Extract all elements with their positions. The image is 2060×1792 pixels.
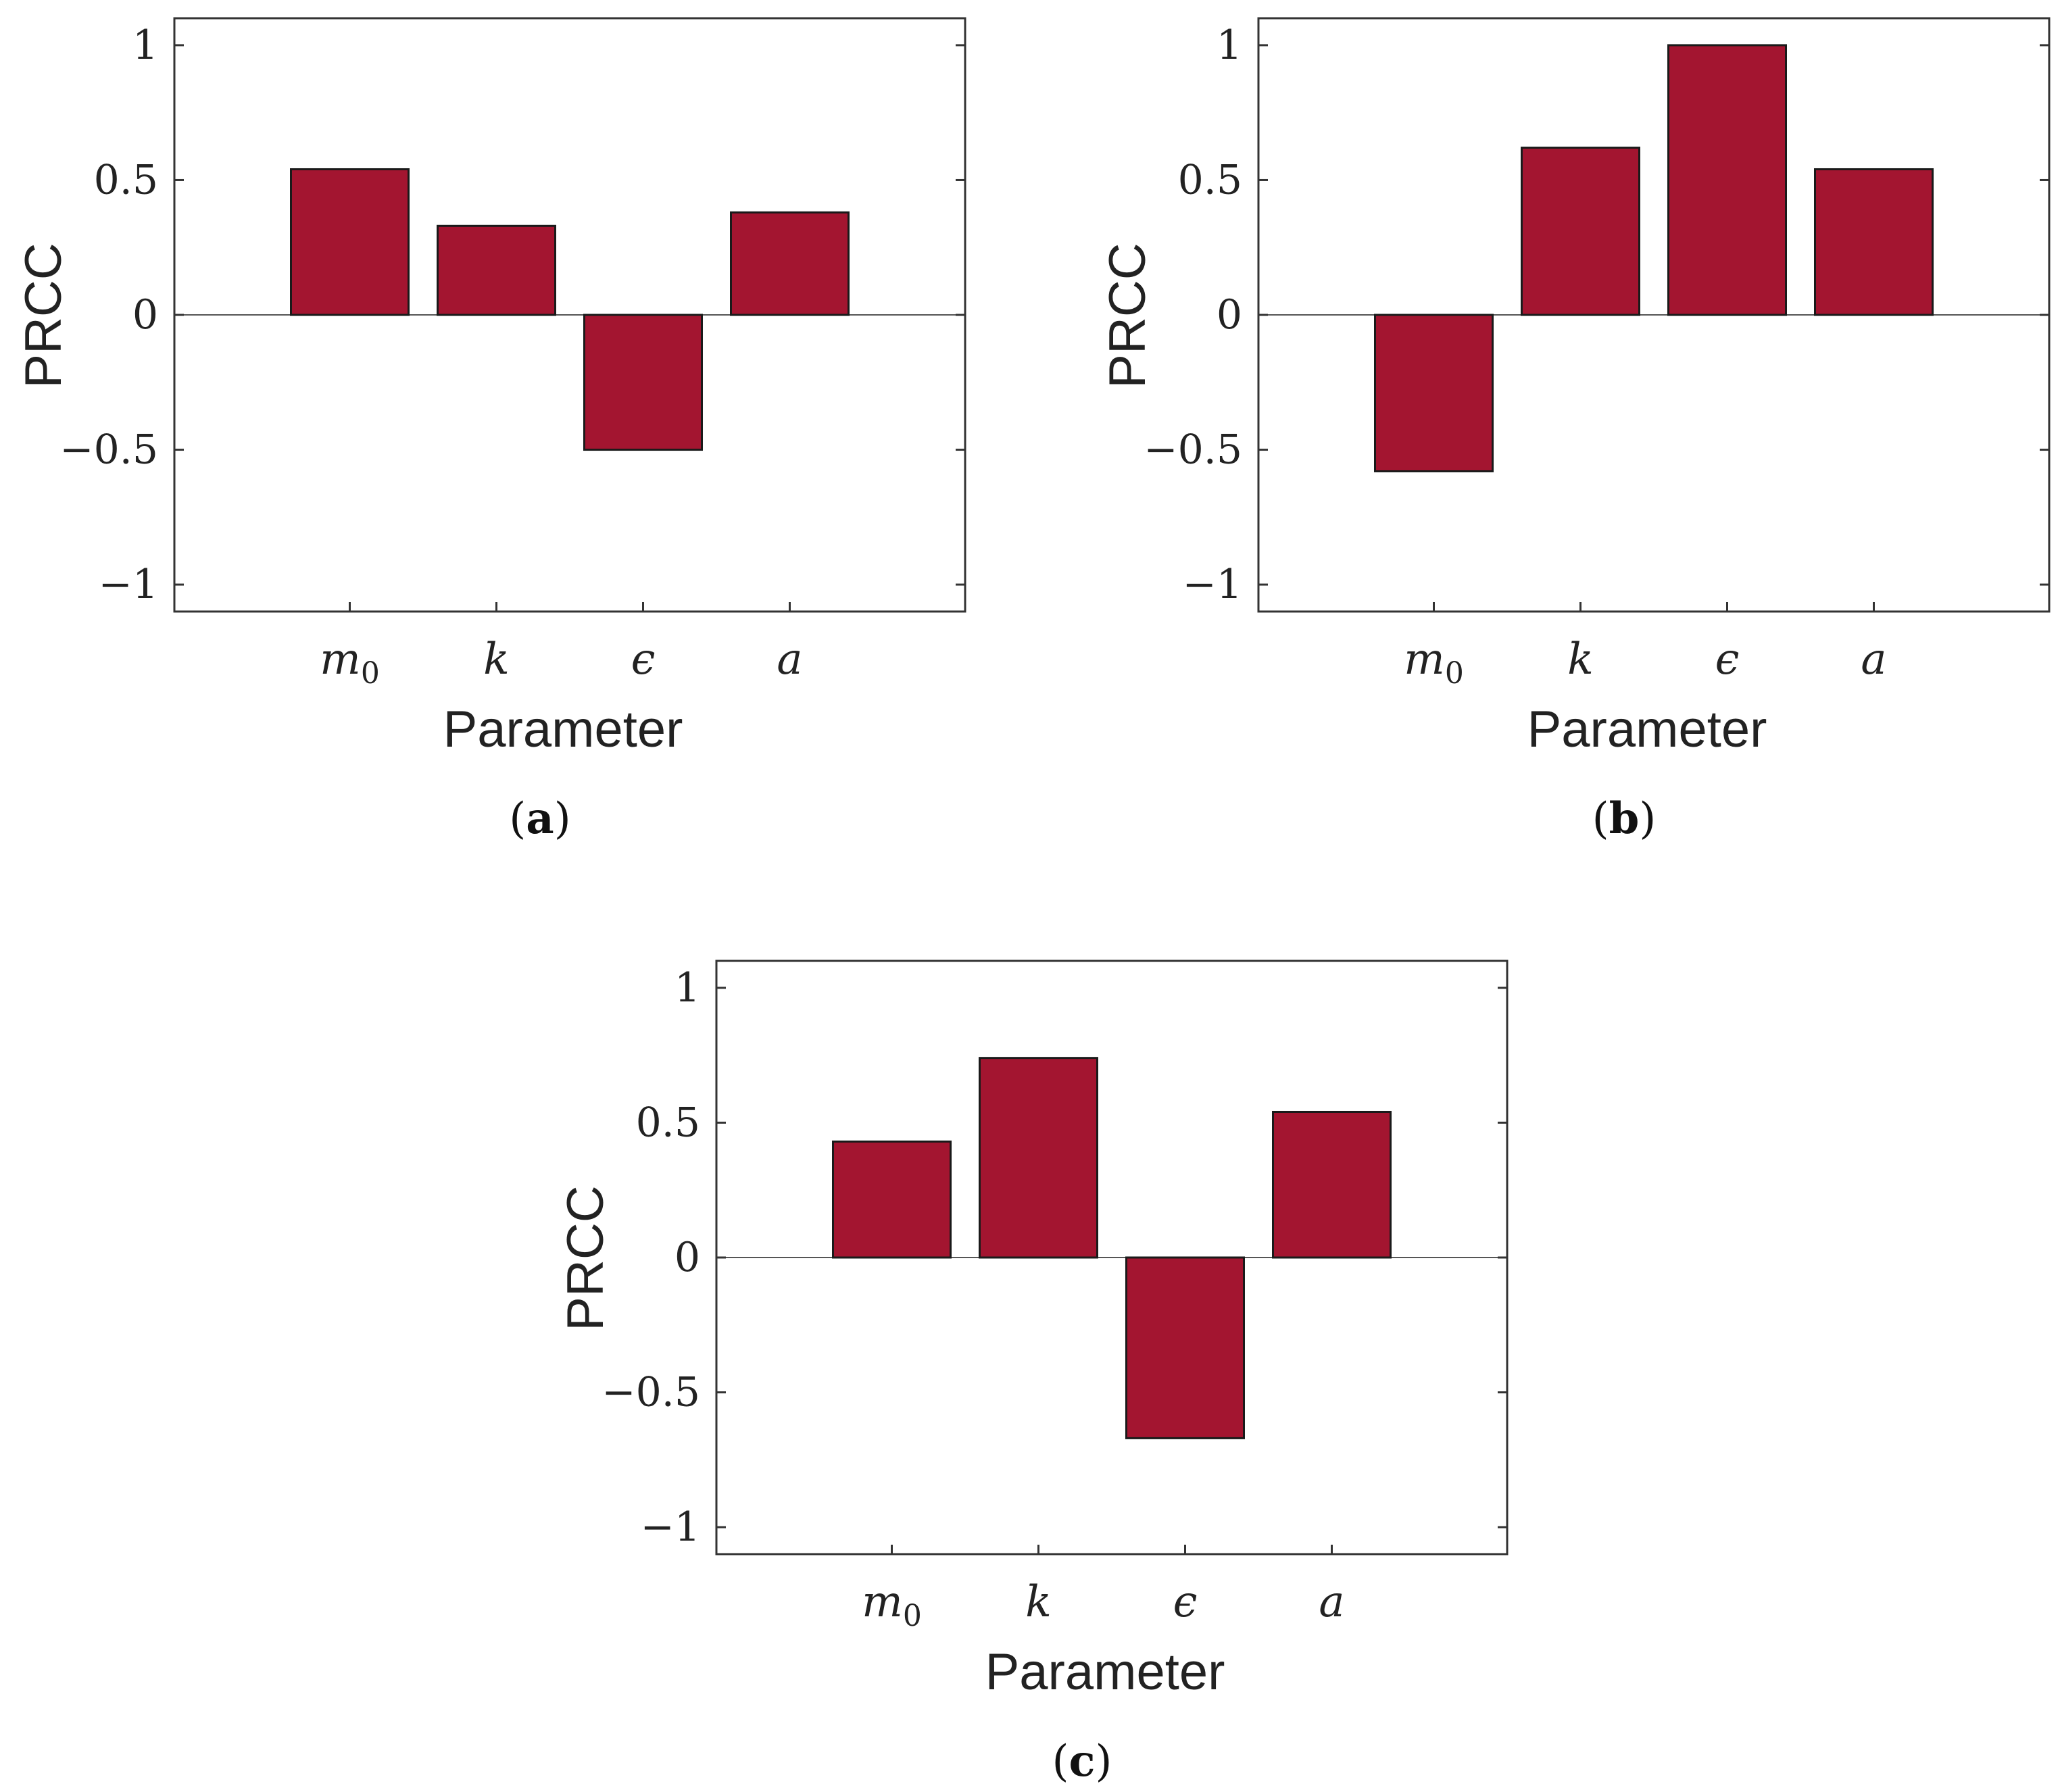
panel-label: (c) [1052, 1736, 1112, 1787]
y-tick-label: 0 [132, 291, 158, 339]
y-tick-label: −0.5 [1144, 426, 1242, 474]
x-tick-label-main: k [1567, 634, 1594, 685]
x-tick-label-main: k [483, 634, 510, 685]
bar-a-1 [437, 224, 556, 316]
x-tick-label: ϵ [631, 634, 656, 685]
panel-label-close-paren: ) [1639, 794, 1656, 844]
y-tick-label: −0.5 [602, 1369, 700, 1416]
x-tick-label-main: m [862, 1577, 903, 1627]
panel-label: (a) [509, 793, 570, 844]
y-tick-label: 0 [675, 1234, 700, 1281]
bar-a-0 [290, 168, 410, 316]
bar-c-2 [1125, 1256, 1245, 1439]
x-tick-label-sub: 0 [903, 1599, 922, 1633]
y-tick-label: 1 [132, 22, 158, 69]
y-axis-title: PRCC [557, 1185, 614, 1330]
panel-label-letter: a [526, 793, 554, 844]
x-axis-title: Parameter [1527, 701, 1767, 758]
x-tick-label: m0 [862, 1577, 922, 1633]
x-tick-label: m0 [320, 634, 380, 691]
panel-label-open-paren: ( [1592, 794, 1609, 844]
x-tick-label-main: m [1404, 634, 1445, 685]
y-tick-label: −1 [99, 561, 158, 608]
y-tick-label: 1 [675, 964, 700, 1012]
bar-a-2 [583, 314, 703, 451]
x-tick-label-main: a [1319, 1577, 1344, 1627]
x-tick-label-sub: 0 [1445, 656, 1464, 691]
x-tick-label: a [777, 634, 802, 685]
x-tick-label: m0 [1404, 634, 1464, 691]
y-tick-label: −1 [1183, 561, 1242, 608]
bar-a-3 [730, 211, 850, 316]
bar-c-0 [832, 1140, 952, 1259]
bar-c-1 [979, 1057, 1098, 1259]
bar-b-0 [1374, 314, 1494, 472]
y-tick-label: 1 [1217, 22, 1242, 69]
x-tick-label: a [1319, 1577, 1344, 1627]
y-tick-label: 0 [1217, 291, 1242, 339]
x-axis-title: Parameter [985, 1643, 1225, 1701]
x-tick-label-sub: 0 [361, 656, 380, 691]
x-tick-label-main: a [777, 634, 802, 685]
bar-b-2 [1667, 44, 1787, 316]
x-tick-label-main: ϵ [1715, 634, 1740, 685]
panel-label-open-paren: ( [509, 794, 526, 844]
y-tick-label: −0.5 [59, 426, 158, 474]
x-tick-label-main: ϵ [631, 634, 656, 685]
x-tick-label-main: ϵ [1173, 1577, 1198, 1627]
y-tick-label: 0.5 [94, 156, 158, 203]
x-tick-label: a [1861, 634, 1886, 685]
y-tick-label: −1 [641, 1503, 700, 1551]
panel-label: (b) [1592, 793, 1657, 844]
bar-c-3 [1272, 1110, 1392, 1259]
y-axis-title: PRCC [1099, 243, 1156, 388]
y-axis-title: PRCC [15, 243, 72, 388]
bar-b-1 [1521, 147, 1640, 316]
x-tick-label: ϵ [1173, 1577, 1198, 1627]
panel-label-letter: c [1069, 1736, 1096, 1787]
x-axis-title: Parameter [443, 701, 683, 758]
x-tick-label: k [483, 634, 510, 685]
x-tick-label-main: a [1861, 634, 1886, 685]
y-tick-label: 0.5 [636, 1099, 700, 1146]
x-tick-label: k [1025, 1577, 1052, 1627]
y-tick-label: 0.5 [1178, 156, 1242, 203]
x-tick-label-main: m [320, 634, 361, 685]
panel-label-close-paren: ) [554, 794, 571, 844]
x-tick-label-main: k [1025, 1577, 1052, 1627]
x-tick-label: k [1567, 634, 1594, 685]
panel-label-open-paren: ( [1052, 1737, 1069, 1787]
x-tick-label: ϵ [1715, 634, 1740, 685]
panel-label-close-paren: ) [1095, 1737, 1112, 1787]
panel-label-letter: b [1609, 793, 1640, 844]
bar-b-3 [1814, 168, 1934, 316]
